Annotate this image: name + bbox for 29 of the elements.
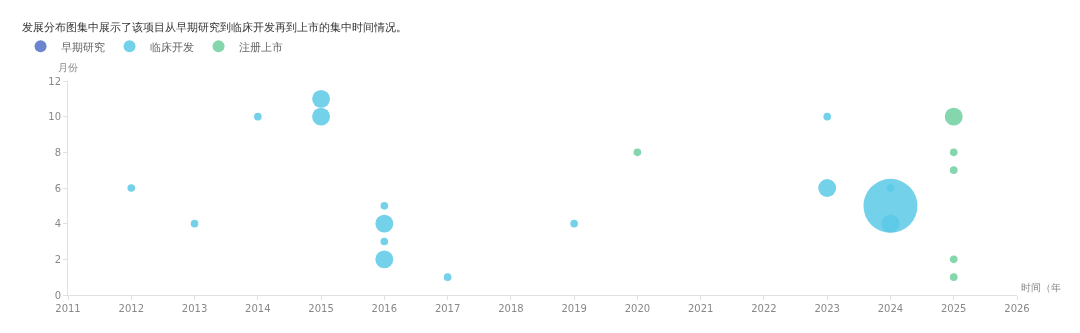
legend-label: 早期研究 [60, 40, 105, 54]
x-tick-label: 2019 [561, 303, 587, 314]
y-tick-label: 0 [54, 289, 61, 301]
y-tick-label: 4 [54, 218, 61, 230]
y-axis-title: 月份 [58, 62, 78, 73]
y-tick-label: 10 [48, 111, 61, 123]
x-tick-label: 2022 [751, 303, 777, 314]
legend-label: 临床开发 [149, 40, 194, 54]
x-tick-label: 2018 [498, 303, 524, 314]
x-tick-label: 2025 [941, 303, 967, 314]
x-tick-label: 2015 [308, 303, 334, 314]
y-tick-label: 12 [48, 75, 61, 87]
x-tick-label: 2021 [687, 303, 714, 314]
x-tick-label: 2023 [814, 303, 840, 314]
legend-label: 注册上市 [238, 40, 283, 54]
x-tick-label: 2014 [245, 303, 271, 314]
x-tick-label: 2012 [118, 303, 144, 314]
x-tick-label: 2017 [434, 303, 461, 314]
y-tick-label: 2 [54, 253, 61, 265]
chart-title: 发展分布图集中展示了该项目从早期研究到临床开发再到上市的集中时间情况。 [21, 21, 407, 35]
x-axis-title: 时间（年 [1021, 282, 1061, 293]
y-tick-label: 6 [54, 182, 61, 194]
x-tick-label: 2024 [877, 303, 904, 314]
x-tick-label: 2011 [55, 303, 81, 314]
x-tick-label: 2013 [181, 303, 208, 314]
x-tick-label: 2016 [371, 303, 398, 314]
y-tick-label: 8 [54, 146, 61, 158]
x-tick-label: 2026 [1004, 303, 1030, 314]
x-tick-label: 2020 [624, 303, 651, 314]
